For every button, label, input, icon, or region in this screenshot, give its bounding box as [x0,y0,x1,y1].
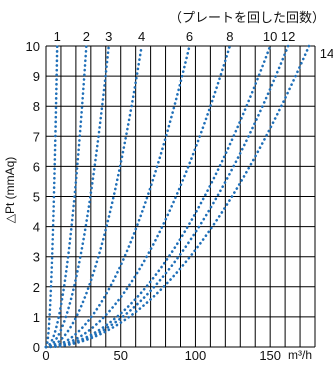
y-tick-label: 8 [33,99,40,114]
series-curve-6 [44,44,191,349]
chart-title: （プレートを回した回数） [169,11,325,26]
x-tick-label: 100 [185,348,207,363]
y-tick-label: 7 [33,129,40,144]
y-tick-label: 4 [33,220,40,235]
y-tick-label: 1 [33,310,40,325]
series-curve-10 [44,44,272,349]
x-tick-label: 50 [113,348,127,363]
series-curve-14 [44,44,311,349]
series-curve-3 [44,44,111,349]
series-label-6: 6 [186,29,193,44]
x-tick-label: 150 [259,348,281,363]
y-ticks: 0 1 2 3 4 5 6 7 8 9 10 [26,39,40,355]
y-tick-label: 6 [33,159,40,174]
series-curve-2 [44,44,88,349]
y-tick-label: 3 [33,250,40,265]
series-curves [44,44,311,349]
series-label-12: 12 [281,29,295,44]
series-curve-1 [44,44,59,349]
grid [45,45,316,348]
series-label-1: 1 [54,29,61,44]
series-curve-12 [44,44,290,349]
series-label-8: 8 [226,29,233,44]
series-curve-4 [44,44,143,349]
y-axis-label: △Pt (mmAq) [3,157,17,224]
y-tick-label: 0 [33,340,40,355]
x-tick-label: 0 [42,348,49,363]
x-axis-label: m³/h [288,348,312,362]
y-tick-label: 9 [33,69,40,84]
series-label-3: 3 [105,29,112,44]
y-tick-label: 2 [33,280,40,295]
series-curve-8 [44,44,232,349]
series-label-2: 2 [83,29,90,44]
series-label-14: 14 [320,46,333,61]
y-tick-label: 5 [33,190,40,205]
y-tick-label: 10 [26,39,40,54]
x-ticks: 0 50 100 150 [42,348,281,363]
series-label-4: 4 [138,29,145,44]
series-label-10: 10 [263,29,277,44]
